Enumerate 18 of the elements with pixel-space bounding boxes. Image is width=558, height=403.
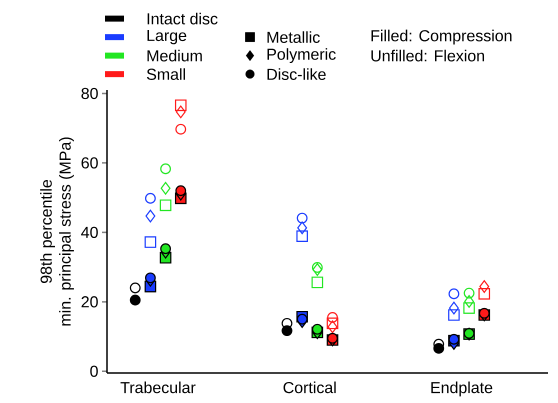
legend-label: Medium	[148, 50, 202, 62]
legend-label: Small	[146, 68, 185, 80]
y-tick-label: 60	[82, 157, 98, 169]
legend-label: Intact disc	[148, 12, 218, 24]
y-tick-label: 80	[81, 88, 98, 100]
text: Polymeric	[268, 48, 336, 64]
x-tick-label: Cortical	[284, 382, 336, 394]
y-tick-label: 20	[82, 296, 98, 308]
text: Unfilled: Flexion	[371, 50, 484, 62]
x-tick-label: Endplate	[431, 382, 492, 396]
text: Metallic	[268, 31, 320, 43]
text: Disc-like	[268, 68, 326, 80]
y-tick-label: 0	[90, 366, 98, 377]
x-tick-label: Trabecular	[120, 382, 196, 394]
legend-label: Large	[148, 30, 186, 44]
y-tick-label: 40	[81, 226, 98, 238]
y-axis-title: 98th percentile min. principal stress (MPa)	[40, 137, 74, 326]
text: Filled: Compression	[372, 30, 512, 45]
